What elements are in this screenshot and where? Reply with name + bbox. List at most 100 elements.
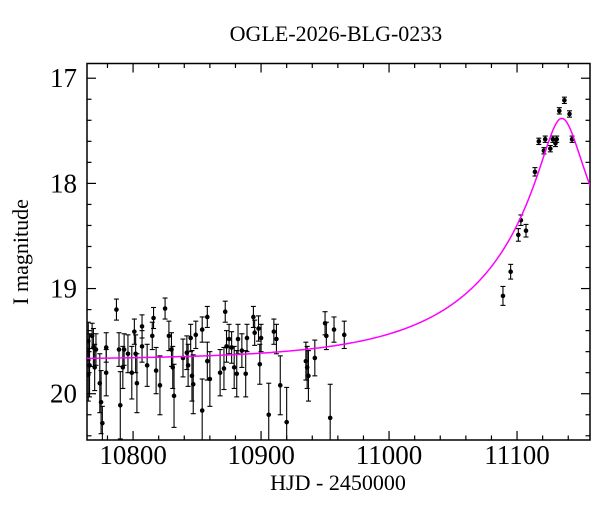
data-point xyxy=(157,355,163,416)
x-tick-label: 11000 xyxy=(356,440,423,470)
point-marker xyxy=(151,315,156,321)
data-point xyxy=(234,350,240,398)
point-marker xyxy=(277,383,283,388)
x-axis-label: HJD - 2450000 xyxy=(270,470,406,495)
point-marker xyxy=(224,344,229,349)
data-point xyxy=(258,323,264,353)
data-point xyxy=(188,323,194,353)
data-point xyxy=(567,110,573,118)
data-point xyxy=(221,346,227,391)
data-point xyxy=(144,343,150,387)
data-points-group xyxy=(87,96,575,440)
point-marker xyxy=(199,408,205,413)
point-marker xyxy=(93,347,99,352)
data-point xyxy=(266,382,272,440)
point-marker xyxy=(162,306,168,311)
data-point xyxy=(532,167,538,177)
data-point xyxy=(252,319,258,346)
data-point xyxy=(235,323,241,355)
point-marker xyxy=(244,335,250,341)
data-point xyxy=(244,323,250,353)
point-marker xyxy=(306,373,311,379)
point-marker xyxy=(100,420,105,426)
point-marker xyxy=(327,415,333,421)
data-point xyxy=(500,285,506,306)
point-marker xyxy=(229,345,234,350)
data-point xyxy=(327,383,333,440)
data-point xyxy=(508,263,514,280)
point-marker xyxy=(188,335,193,341)
y-tick-label: 18 xyxy=(50,168,77,198)
data-point xyxy=(231,345,237,390)
point-marker xyxy=(231,365,237,370)
data-point xyxy=(217,349,223,397)
point-marker xyxy=(500,293,506,299)
point-marker xyxy=(341,332,347,338)
data-point xyxy=(199,378,205,440)
data-point xyxy=(153,346,159,395)
data-point xyxy=(99,405,105,440)
point-marker xyxy=(226,336,232,342)
tick-labels: 10800 10900 11000 11100 17 18 19 20 xyxy=(50,63,550,470)
point-marker xyxy=(536,139,542,144)
data-point xyxy=(162,297,168,320)
y-tick-label: 19 xyxy=(50,274,77,304)
point-marker xyxy=(98,399,104,405)
point-marker xyxy=(153,368,159,373)
data-point xyxy=(536,137,542,146)
data-point xyxy=(193,320,199,350)
data-point xyxy=(204,305,210,329)
data-point xyxy=(226,323,232,355)
data-point xyxy=(93,333,99,366)
data-point xyxy=(224,330,230,363)
point-marker xyxy=(134,380,140,386)
point-marker xyxy=(92,365,97,370)
data-point xyxy=(561,96,567,105)
data-point xyxy=(120,345,126,390)
point-marker xyxy=(532,169,538,175)
data-point xyxy=(190,354,196,415)
point-marker xyxy=(132,329,137,334)
data-point xyxy=(116,332,122,367)
point-marker xyxy=(567,111,572,117)
axis-ticks xyxy=(87,63,590,440)
point-marker xyxy=(258,335,264,341)
point-marker xyxy=(125,351,131,357)
point-marker xyxy=(116,347,122,352)
data-point xyxy=(199,316,205,343)
point-marker xyxy=(243,371,249,377)
x-tick-label: 10900 xyxy=(227,440,295,470)
point-marker xyxy=(87,363,92,368)
data-point xyxy=(229,331,235,364)
point-marker xyxy=(554,136,560,142)
point-marker xyxy=(144,363,150,368)
point-marker xyxy=(222,309,228,314)
data-point xyxy=(131,318,137,345)
data-point xyxy=(284,386,290,440)
model-curve-group xyxy=(87,117,590,360)
point-marker xyxy=(271,329,277,334)
point-marker xyxy=(217,370,223,375)
point-marker xyxy=(256,326,261,331)
point-marker xyxy=(562,98,567,103)
data-point xyxy=(554,135,560,143)
data-point xyxy=(185,343,191,387)
data-point xyxy=(239,333,245,368)
point-marker xyxy=(556,108,562,114)
point-marker xyxy=(166,333,172,339)
data-point xyxy=(117,371,123,440)
y-tick-label: 20 xyxy=(50,379,77,409)
data-point xyxy=(103,349,109,397)
data-point xyxy=(515,228,521,242)
x-tick-label: 10800 xyxy=(99,440,167,470)
frame-border xyxy=(86,62,591,441)
model-curve xyxy=(87,117,590,360)
data-point xyxy=(134,353,140,414)
data-point xyxy=(243,350,249,398)
data-point xyxy=(305,350,311,402)
point-marker xyxy=(205,314,210,320)
point-marker xyxy=(235,336,241,342)
point-marker xyxy=(234,371,240,377)
y-tick-label: 17 xyxy=(50,63,77,93)
